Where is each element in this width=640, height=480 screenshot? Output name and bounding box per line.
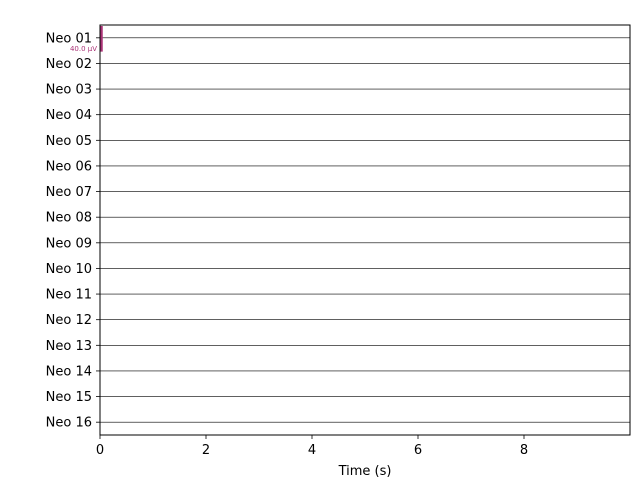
- axes-frame: [99, 24, 631, 436]
- y-tick-label: Neo 02: [46, 57, 92, 72]
- y-tick-label: Neo 03: [46, 83, 92, 98]
- scale-bar-label: 40.0 µV: [70, 45, 97, 53]
- x-tick-label: 4: [308, 443, 316, 458]
- y-tick-label: Neo 09: [46, 236, 92, 251]
- y-tick-label: Neo 01: [46, 31, 92, 46]
- y-tick-label: Neo 08: [46, 211, 92, 226]
- y-tick-label: Neo 12: [46, 313, 92, 328]
- y-axis-ticks: Neo 01 Neo 02 Neo 03 Neo 04 Neo 05 Neo 06 Neo …: [46, 31, 100, 431]
- y-tick-label: Neo 14: [46, 364, 92, 379]
- channel-traces: [100, 37, 630, 423]
- x-tick-label: 0: [96, 443, 104, 458]
- y-tick-label: Neo 04: [46, 108, 92, 123]
- x-axis-ticks: 0 2 4 6 8: [96, 435, 528, 458]
- y-tick-label: Neo 16: [46, 416, 92, 431]
- y-tick-label: Neo 06: [46, 159, 92, 174]
- y-tick-label: Neo 05: [46, 134, 92, 149]
- y-tick-label: Neo 10: [46, 262, 92, 277]
- scale-bar: 40.0 µV: [70, 26, 103, 53]
- x-tick-label: 2: [202, 443, 210, 458]
- y-tick-label: Neo 13: [46, 339, 92, 354]
- y-tick-label: Neo 07: [46, 185, 92, 200]
- x-tick-label: 6: [414, 443, 422, 458]
- x-tick-label: 8: [520, 443, 528, 458]
- y-tick-label: Neo 11: [46, 288, 92, 303]
- x-axis-label: Time (s): [338, 464, 392, 479]
- y-tick-label: Neo 15: [46, 390, 92, 405]
